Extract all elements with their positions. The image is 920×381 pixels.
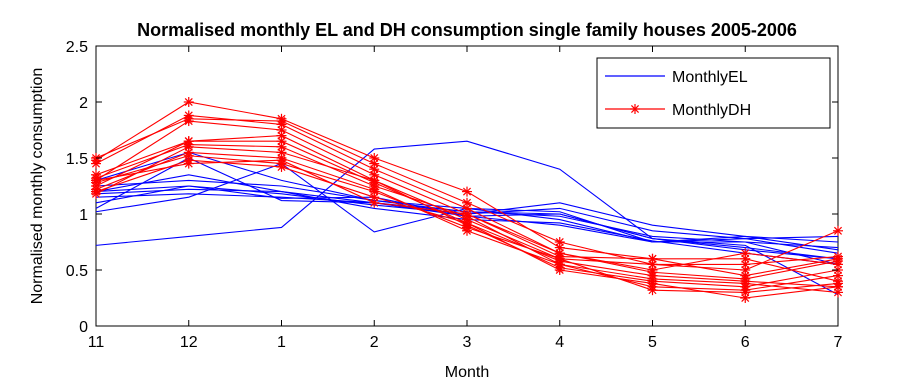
data-point-marker: [740, 259, 751, 270]
data-point-marker: [740, 293, 751, 303]
data-point-marker: [183, 158, 194, 169]
data-point-marker: [276, 155, 287, 166]
x-tick-label: 5: [648, 334, 657, 351]
data-point-marker: [91, 186, 101, 197]
x-tick-label: 6: [741, 334, 750, 351]
data-point-marker: [554, 237, 565, 247]
x-tick-label: 4: [555, 334, 564, 351]
x-tick-label: 11: [88, 334, 105, 351]
data-point-marker: [833, 256, 843, 267]
y-tick-label: 2.5: [66, 39, 88, 56]
data-point-marker: [647, 267, 658, 278]
data-point-marker: [554, 248, 565, 259]
data-point-marker: [647, 259, 658, 270]
data-point-marker: [369, 175, 380, 186]
data-point-marker: [833, 225, 843, 236]
y-tick-label: 1: [79, 207, 88, 224]
y-tick-label: 2: [79, 95, 88, 112]
x-axis-label: Month: [445, 364, 489, 381]
data-point-marker: [462, 186, 472, 197]
y-tick-label: 0.5: [66, 263, 88, 280]
x-tick-label: 3: [463, 334, 472, 351]
x-tick-label: 7: [834, 334, 843, 351]
y-axis-label: Normalised monthly consumption: [29, 68, 46, 305]
data-point-marker: [554, 265, 565, 275]
data-point-marker: [833, 281, 843, 292]
data-point-marker: [91, 175, 101, 186]
legend-asterisk: [630, 104, 640, 114]
series-layer: [91, 97, 843, 303]
data-point-marker: [369, 197, 380, 208]
y-tick-label: 1.5: [66, 151, 88, 168]
legend-label-monthlyel: MonthlyEL: [672, 69, 748, 86]
data-point-marker: [91, 158, 101, 169]
data-point-marker: [462, 209, 472, 219]
data-point-marker: [647, 278, 658, 289]
data-point-marker: [740, 273, 751, 284]
axis-ticks: 00.511.522.511 12 1 2 3 4 5 6 7: [66, 39, 843, 351]
series-line-monthlyel: [95, 140, 839, 260]
data-point-marker: [183, 97, 194, 107]
data-point-marker: [462, 217, 472, 228]
series-monthlydh: [91, 97, 843, 303]
legend-label-monthlydh: MonthlyDH: [672, 102, 751, 119]
x-tick-label: 12: [180, 334, 198, 351]
legend-box: [596, 57, 831, 129]
legend-marker-monthlydh: [630, 104, 640, 114]
data-point-marker: [740, 248, 751, 259]
y-tick-label: 0: [79, 319, 88, 336]
chart-title: Normalised monthly EL and DH consumption…: [137, 20, 797, 40]
legend: MonthlyEL MonthlyDH: [596, 57, 831, 129]
data-point-marker: [183, 116, 194, 127]
x-tick-label: 2: [370, 334, 379, 351]
x-tick-label: 1: [277, 334, 286, 351]
